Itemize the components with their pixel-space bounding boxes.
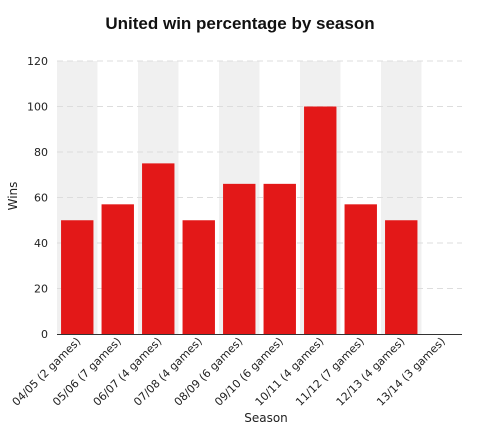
bar (263, 183, 296, 334)
bar (61, 220, 94, 334)
x-tick-label: 06/07 (4 games) (91, 335, 165, 409)
y-tick-label: 20 (34, 283, 48, 296)
y-tick-label: 40 (34, 237, 48, 250)
y-tick-label: 120 (27, 55, 48, 68)
bars (61, 106, 418, 334)
y-axis-label: Wins (6, 182, 20, 211)
x-tick-label: 08/09 (6 games) (172, 335, 246, 409)
bar (304, 106, 337, 334)
x-tick-label: 13/14 (3 games) (374, 335, 448, 409)
bar (142, 163, 175, 334)
gridlines (57, 60, 462, 289)
y-tick-labels: 0 20 40 60 80 100 120 (27, 55, 48, 341)
x-tick-label: 04/05 (2 games) (10, 335, 84, 409)
x-tick-label: 10/11 (4 games) (253, 335, 327, 409)
x-axis-label: Season (244, 411, 288, 425)
y-tick-label: 100 (27, 101, 48, 114)
bar (223, 183, 256, 334)
bar (101, 204, 134, 334)
x-tick-label: 11/12 (7 games) (293, 335, 367, 409)
bar (344, 204, 377, 334)
chart-title: United win percentage by season (105, 14, 374, 33)
y-tick-label: 80 (34, 146, 48, 159)
y-tick-label: 0 (41, 328, 48, 341)
x-tick-label: 09/10 (6 games) (212, 335, 286, 409)
bar (385, 220, 418, 334)
x-tick-label: 07/08 (4 games) (131, 335, 205, 409)
x-tick-label: 05/06 (7 games) (50, 335, 124, 409)
x-tick-label: 12/13 (4 games) (334, 335, 408, 409)
bar (182, 220, 215, 334)
x-tick-labels: 04/05 (2 games)05/06 (7 games)06/07 (4 g… (10, 335, 448, 409)
y-tick-label: 60 (34, 192, 48, 205)
